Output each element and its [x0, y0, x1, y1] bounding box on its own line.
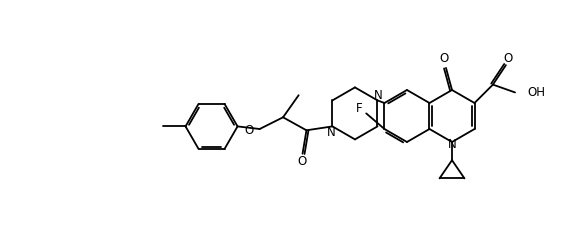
Text: N: N [374, 89, 383, 102]
Text: O: O [439, 52, 449, 65]
Text: OH: OH [527, 86, 545, 99]
Text: N: N [448, 138, 456, 150]
Text: F: F [356, 102, 362, 115]
Text: O: O [297, 155, 306, 168]
Text: O: O [244, 124, 253, 137]
Text: N: N [327, 126, 336, 139]
Text: O: O [503, 52, 513, 64]
